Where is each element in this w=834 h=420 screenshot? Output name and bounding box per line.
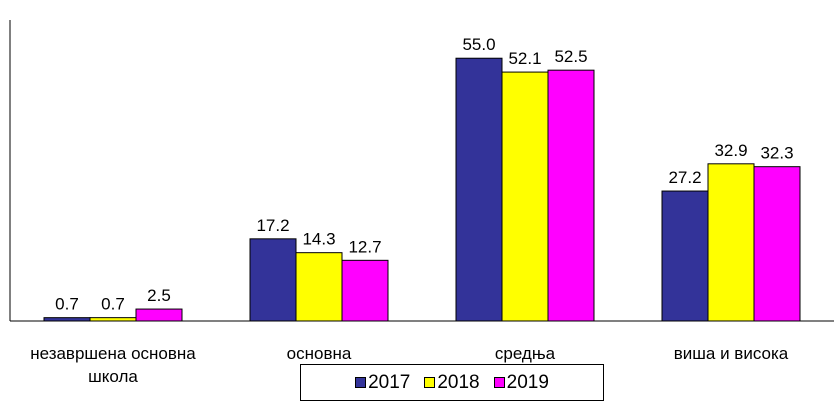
x-tick-label: основна <box>286 344 352 363</box>
x-tick-label: незавршена основна школа <box>30 344 196 386</box>
bar <box>661 190 709 322</box>
legend-label: 2018 <box>437 371 480 393</box>
legend-item: 2017 <box>355 372 410 394</box>
legend: 2017 2018 2019 <box>300 364 604 401</box>
data-label: 52.1 <box>508 49 541 68</box>
legend-swatch <box>493 377 505 388</box>
bar <box>43 317 91 322</box>
legend-swatch <box>424 377 436 388</box>
bar <box>547 69 595 322</box>
data-label: 14.3 <box>302 230 335 249</box>
legend-swatch <box>355 377 367 388</box>
legend-label: 2017 <box>368 371 411 393</box>
data-label: 55.0 <box>462 35 495 54</box>
data-label: 12.7 <box>348 237 381 256</box>
data-label: 17.2 <box>256 216 289 235</box>
data-label: 2.5 <box>147 286 171 305</box>
bar <box>295 252 343 322</box>
bar <box>341 259 389 322</box>
bar <box>455 57 503 322</box>
legend-item: 2019 <box>493 371 549 394</box>
bar <box>753 166 801 322</box>
bar <box>89 317 137 322</box>
bar <box>501 71 549 322</box>
data-label: 0.7 <box>55 295 79 314</box>
legend-label: 2019 <box>506 371 549 393</box>
data-label: 0.7 <box>101 295 125 314</box>
data-label: 27.2 <box>668 168 701 187</box>
data-label: 32.9 <box>714 141 747 160</box>
legend-item: 2018 <box>424 371 480 394</box>
x-tick-label: средња <box>494 344 556 363</box>
x-tick-label: виша и висока <box>673 344 789 363</box>
bar <box>135 308 183 322</box>
bar <box>249 238 297 322</box>
bar <box>707 163 755 322</box>
data-label: 52.5 <box>554 47 587 66</box>
data-label: 32.3 <box>760 144 793 163</box>
